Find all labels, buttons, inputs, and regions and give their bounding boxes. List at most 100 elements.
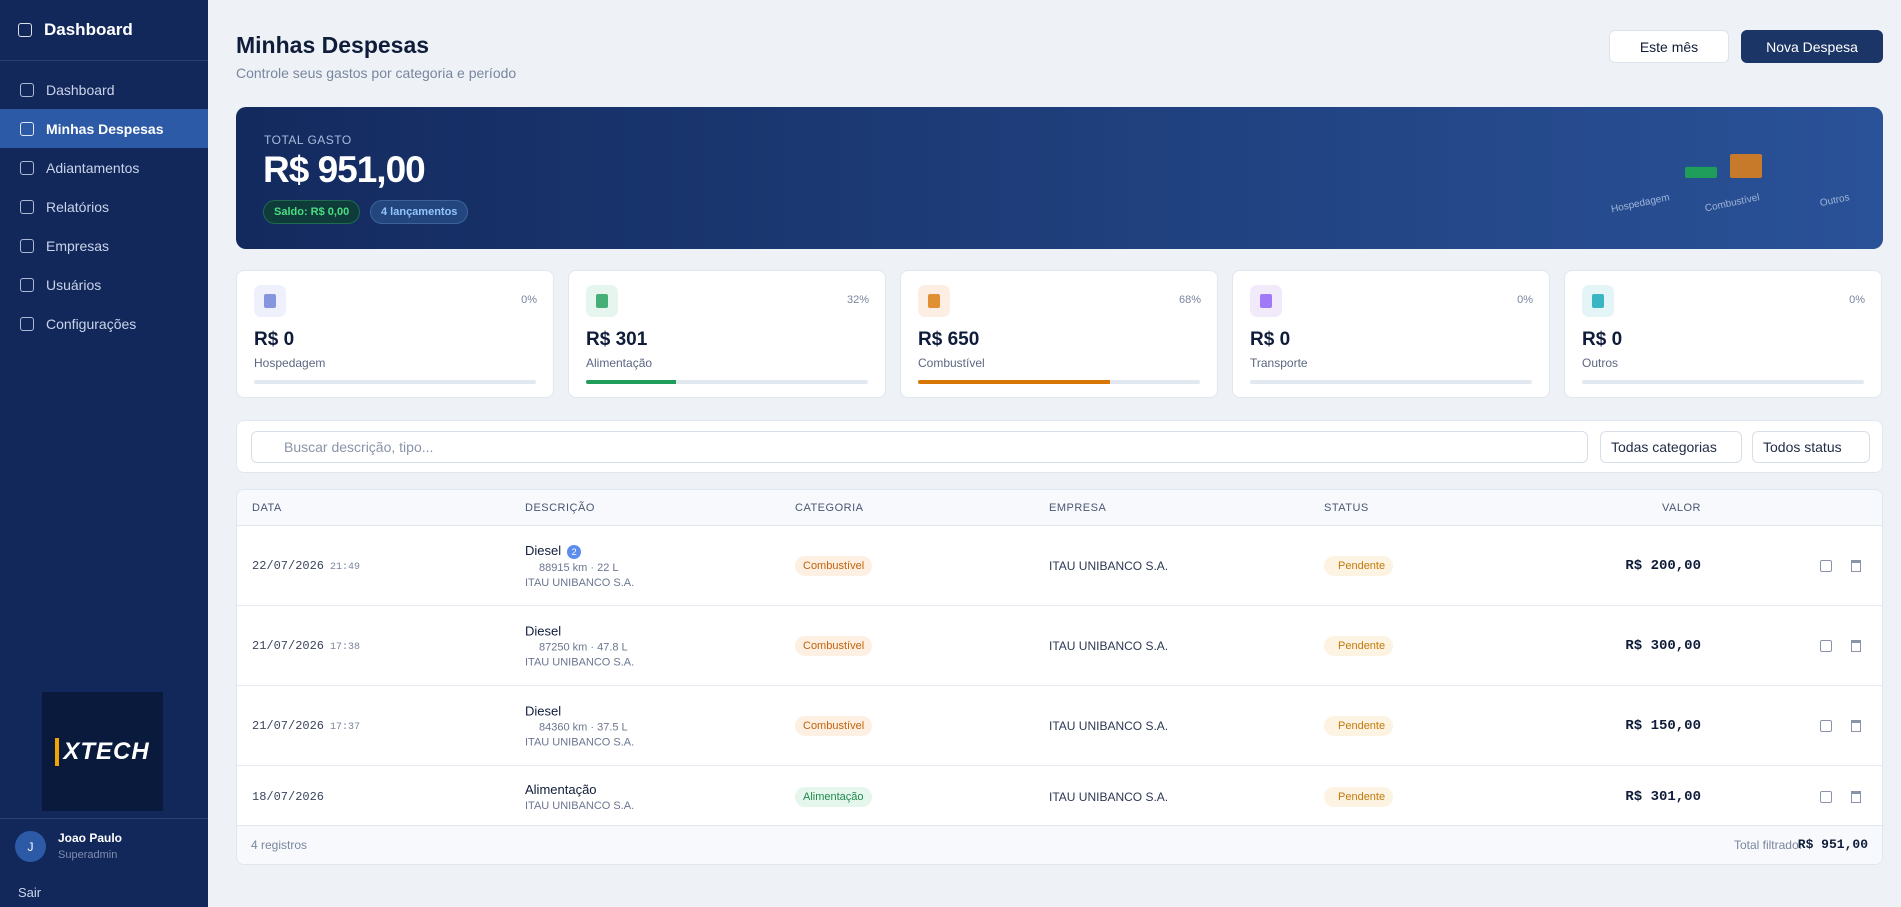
time: 17:38 xyxy=(330,641,361,653)
menu-item[interactable]: Usuários xyxy=(0,265,208,304)
expenses-table: DATA DESCRIÇÃO CATEGORIA EMPRESA STATUS VALOR… xyxy=(236,489,1883,865)
menu-item[interactable]: Dashboard xyxy=(0,70,208,109)
status-filter[interactable]: Todos status xyxy=(1752,431,1870,463)
total-label: TOTAL GASTO xyxy=(264,133,352,147)
date: 21/07/2026 xyxy=(252,638,325,653)
status-cell: Pendente xyxy=(1324,555,1394,576)
menu-item[interactable]: Configurações xyxy=(0,304,208,343)
category-cell: Combustível xyxy=(795,555,873,576)
card-amount: R$ 650 xyxy=(918,329,980,350)
card-icon xyxy=(586,285,618,317)
column-header: VALOR xyxy=(1662,501,1701,514)
avatar[interactable]: J xyxy=(15,831,46,862)
logout[interactable]: Sair xyxy=(18,885,42,900)
card-label: Outros xyxy=(1582,356,1619,370)
new-expense-button[interactable]: Nova Despesa xyxy=(1741,30,1883,63)
edit-button[interactable] xyxy=(1820,639,1832,652)
menu-item[interactable]: Empresas xyxy=(0,226,208,265)
attachment-count[interactable]: 2 xyxy=(567,544,582,559)
category-cell: Combustível xyxy=(795,715,873,736)
logo-text: XTECH xyxy=(55,737,149,766)
menu-label: Dashboard xyxy=(46,81,115,98)
search-input[interactable]: Buscar descrição, tipo... xyxy=(251,431,1588,463)
menu-item[interactable]: Relatórios xyxy=(0,187,208,226)
description-line: Diesel xyxy=(525,703,634,718)
menu-item[interactable]: Adiantamentos xyxy=(0,148,208,187)
delete-button[interactable] xyxy=(1851,639,1861,652)
date: 22/07/2026 xyxy=(252,558,325,573)
delete-button[interactable] xyxy=(1851,559,1861,572)
status-tag: Pendente xyxy=(1324,635,1394,656)
description-cell: Alimentação ITAU UNIBANCO S.A. xyxy=(525,782,634,812)
total-amount: R$ 951,00 xyxy=(263,149,426,190)
mini-bar xyxy=(1730,154,1762,178)
card-label: Alimentação xyxy=(586,356,653,370)
description-company: ITAU UNIBANCO S.A. xyxy=(525,576,635,589)
card-icon-glyph xyxy=(264,294,276,308)
status-cell: Pendente xyxy=(1324,786,1394,807)
menu: Dashboard Minhas Despesas Adiantamentos Rel… xyxy=(0,70,208,343)
card-icon-glyph xyxy=(1592,294,1604,308)
menu-icon xyxy=(20,121,34,136)
status-tag: Pendente xyxy=(1324,555,1394,576)
vehicle-details: 87250 km · 47.8 L xyxy=(539,641,628,653)
description: Diesel xyxy=(525,542,562,558)
value: R$ 301,00 xyxy=(1625,788,1701,805)
company: ITAU UNIBANCO S.A. xyxy=(1049,789,1169,804)
edit-button[interactable] xyxy=(1820,790,1832,803)
status-cell: Pendente xyxy=(1324,715,1394,736)
menu-icon xyxy=(20,238,34,253)
category-filter[interactable]: Todas categorias xyxy=(1600,431,1742,463)
card-icon-glyph xyxy=(596,294,608,308)
summary-banner: TOTAL GASTO R$ 951,00 Saldo: R$ 0,00 4 l… xyxy=(236,107,1883,249)
progress-track xyxy=(1250,380,1532,384)
description-line: Diesel xyxy=(525,623,634,638)
menu-label: Usuários xyxy=(46,276,102,293)
date-cell: 21/07/2026 17:37 xyxy=(252,719,360,733)
mini-bar xyxy=(1685,166,1717,178)
vehicle-details: 88915 km · 22 L xyxy=(539,561,619,574)
filter-bar: Buscar descrição, tipo... Todas categori… xyxy=(236,420,1883,473)
user-panel: J Joao Paulo Superadmin Sair xyxy=(0,818,208,907)
logo: XTECH xyxy=(42,692,163,811)
status-tag: Pendente xyxy=(1324,786,1394,807)
balance-badge: Saldo: R$ 0,00 xyxy=(263,200,361,224)
card-label: Transporte xyxy=(1250,356,1308,370)
menu-icon xyxy=(20,277,34,292)
sidebar: Dashboard Dashboard Minhas Despesas Adiant… xyxy=(0,0,208,907)
progress-track xyxy=(1582,380,1864,384)
progress-track xyxy=(918,380,1200,384)
menu-item[interactable]: Minhas Despesas xyxy=(0,109,208,148)
category-tag: Alimentação xyxy=(795,786,872,807)
menu-label: Relatórios xyxy=(46,198,110,215)
time: 21:49 xyxy=(330,561,361,573)
menu-label: Minhas Despesas xyxy=(46,120,164,137)
vehicle-details: 84360 km · 37.5 L xyxy=(539,721,628,733)
mini-label: Combustível xyxy=(1704,192,1761,214)
menu-icon xyxy=(20,316,34,331)
category-card: 68% R$ 650 Combustível xyxy=(900,270,1218,398)
company: ITAU UNIBANCO S.A. xyxy=(1049,718,1169,733)
delete-button[interactable] xyxy=(1851,790,1861,803)
delete-button[interactable] xyxy=(1851,719,1861,732)
table-row: 18/07/2026 Alimentação ITAU UNIBANCO S.A. A… xyxy=(237,766,1882,828)
mini-label: Outros xyxy=(1819,192,1851,209)
category-tag: Combustível xyxy=(795,715,873,736)
table-footer: 4 registros Total filtrado: R$ 951,00 xyxy=(237,825,1882,864)
page-title: Minhas Despesas xyxy=(236,32,430,58)
company: ITAU UNIBANCO S.A. xyxy=(1049,558,1169,573)
period-select[interactable]: Este mês xyxy=(1609,30,1729,63)
category-cell: Combustível xyxy=(795,635,873,656)
brand: Dashboard xyxy=(0,0,208,61)
category-card: 0% R$ 0 Hospedagem xyxy=(236,270,554,398)
description-cell: Diesel 2 88915 km · 22 L ITAU UNIBANCO S.A. xyxy=(525,543,634,589)
edit-button[interactable] xyxy=(1820,719,1832,732)
card-amount: R$ 301 xyxy=(586,329,648,350)
edit-button[interactable] xyxy=(1820,559,1832,572)
category-card: 32% R$ 301 Alimentação xyxy=(568,270,886,398)
total-filter: R$ 951,00 xyxy=(1797,837,1868,852)
progress-track xyxy=(254,380,536,384)
card-percent: 32% xyxy=(846,294,869,306)
category-tag: Combustível xyxy=(795,555,873,576)
